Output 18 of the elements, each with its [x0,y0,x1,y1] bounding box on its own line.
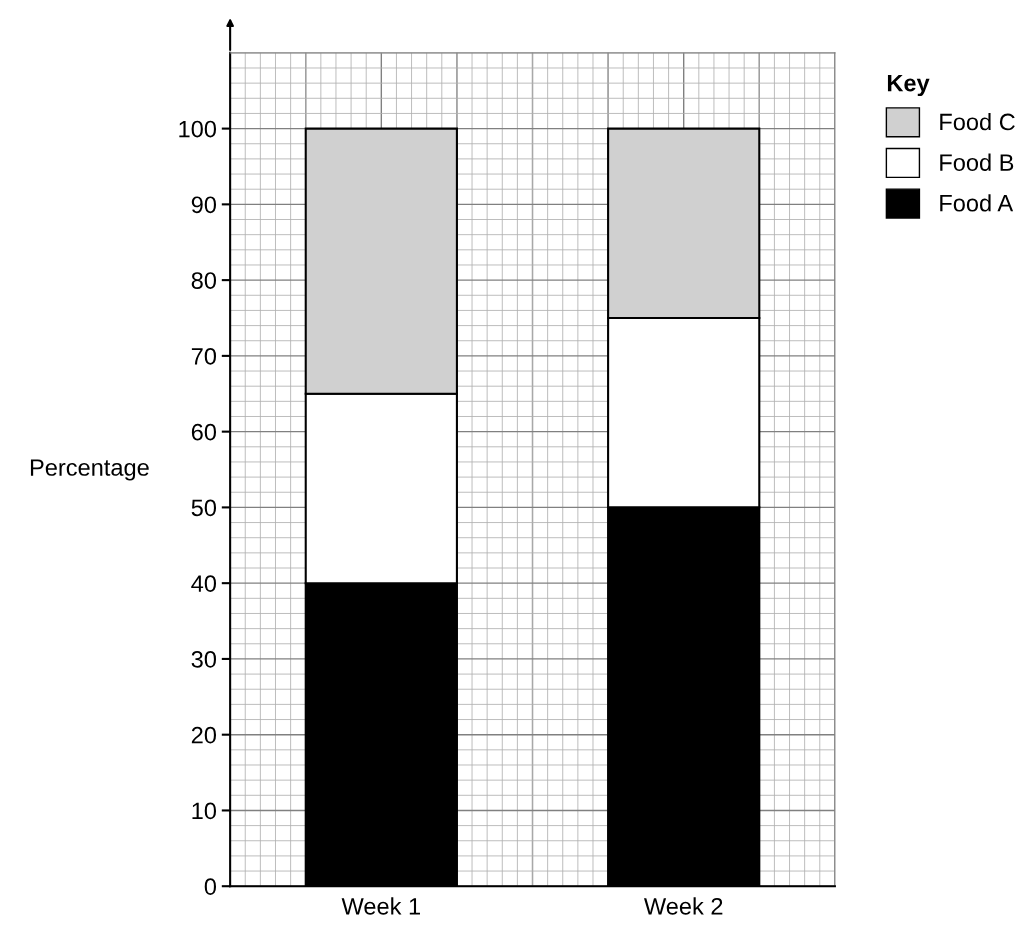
y-tick-label: 100 [179,120,217,138]
y-tick-label: 20 [191,726,217,744]
y-tick-label: 70 [191,347,217,365]
legend-label: Food B [940,153,1014,171]
x-tick-label: Week 2 [643,897,723,915]
y-tick-label: 90 [191,196,217,214]
y-tick-label: 0 [204,878,217,895]
y-tick-label: 50 [191,499,217,517]
x-tick-label: Week 1 [341,897,420,915]
y-tick-label: 10 [192,802,217,820]
y-tick-label: 40 [191,575,217,592]
y-tick-label: 30 [191,651,217,668]
y-tick-label: 60 [191,423,217,441]
legend-title: Key [887,74,930,97]
y-tick-label: 80 [191,272,217,289]
legend-label: Food C [940,112,1015,131]
y-axis-title: Percentage [30,459,149,481]
legend-label: Food A [940,194,1014,212]
